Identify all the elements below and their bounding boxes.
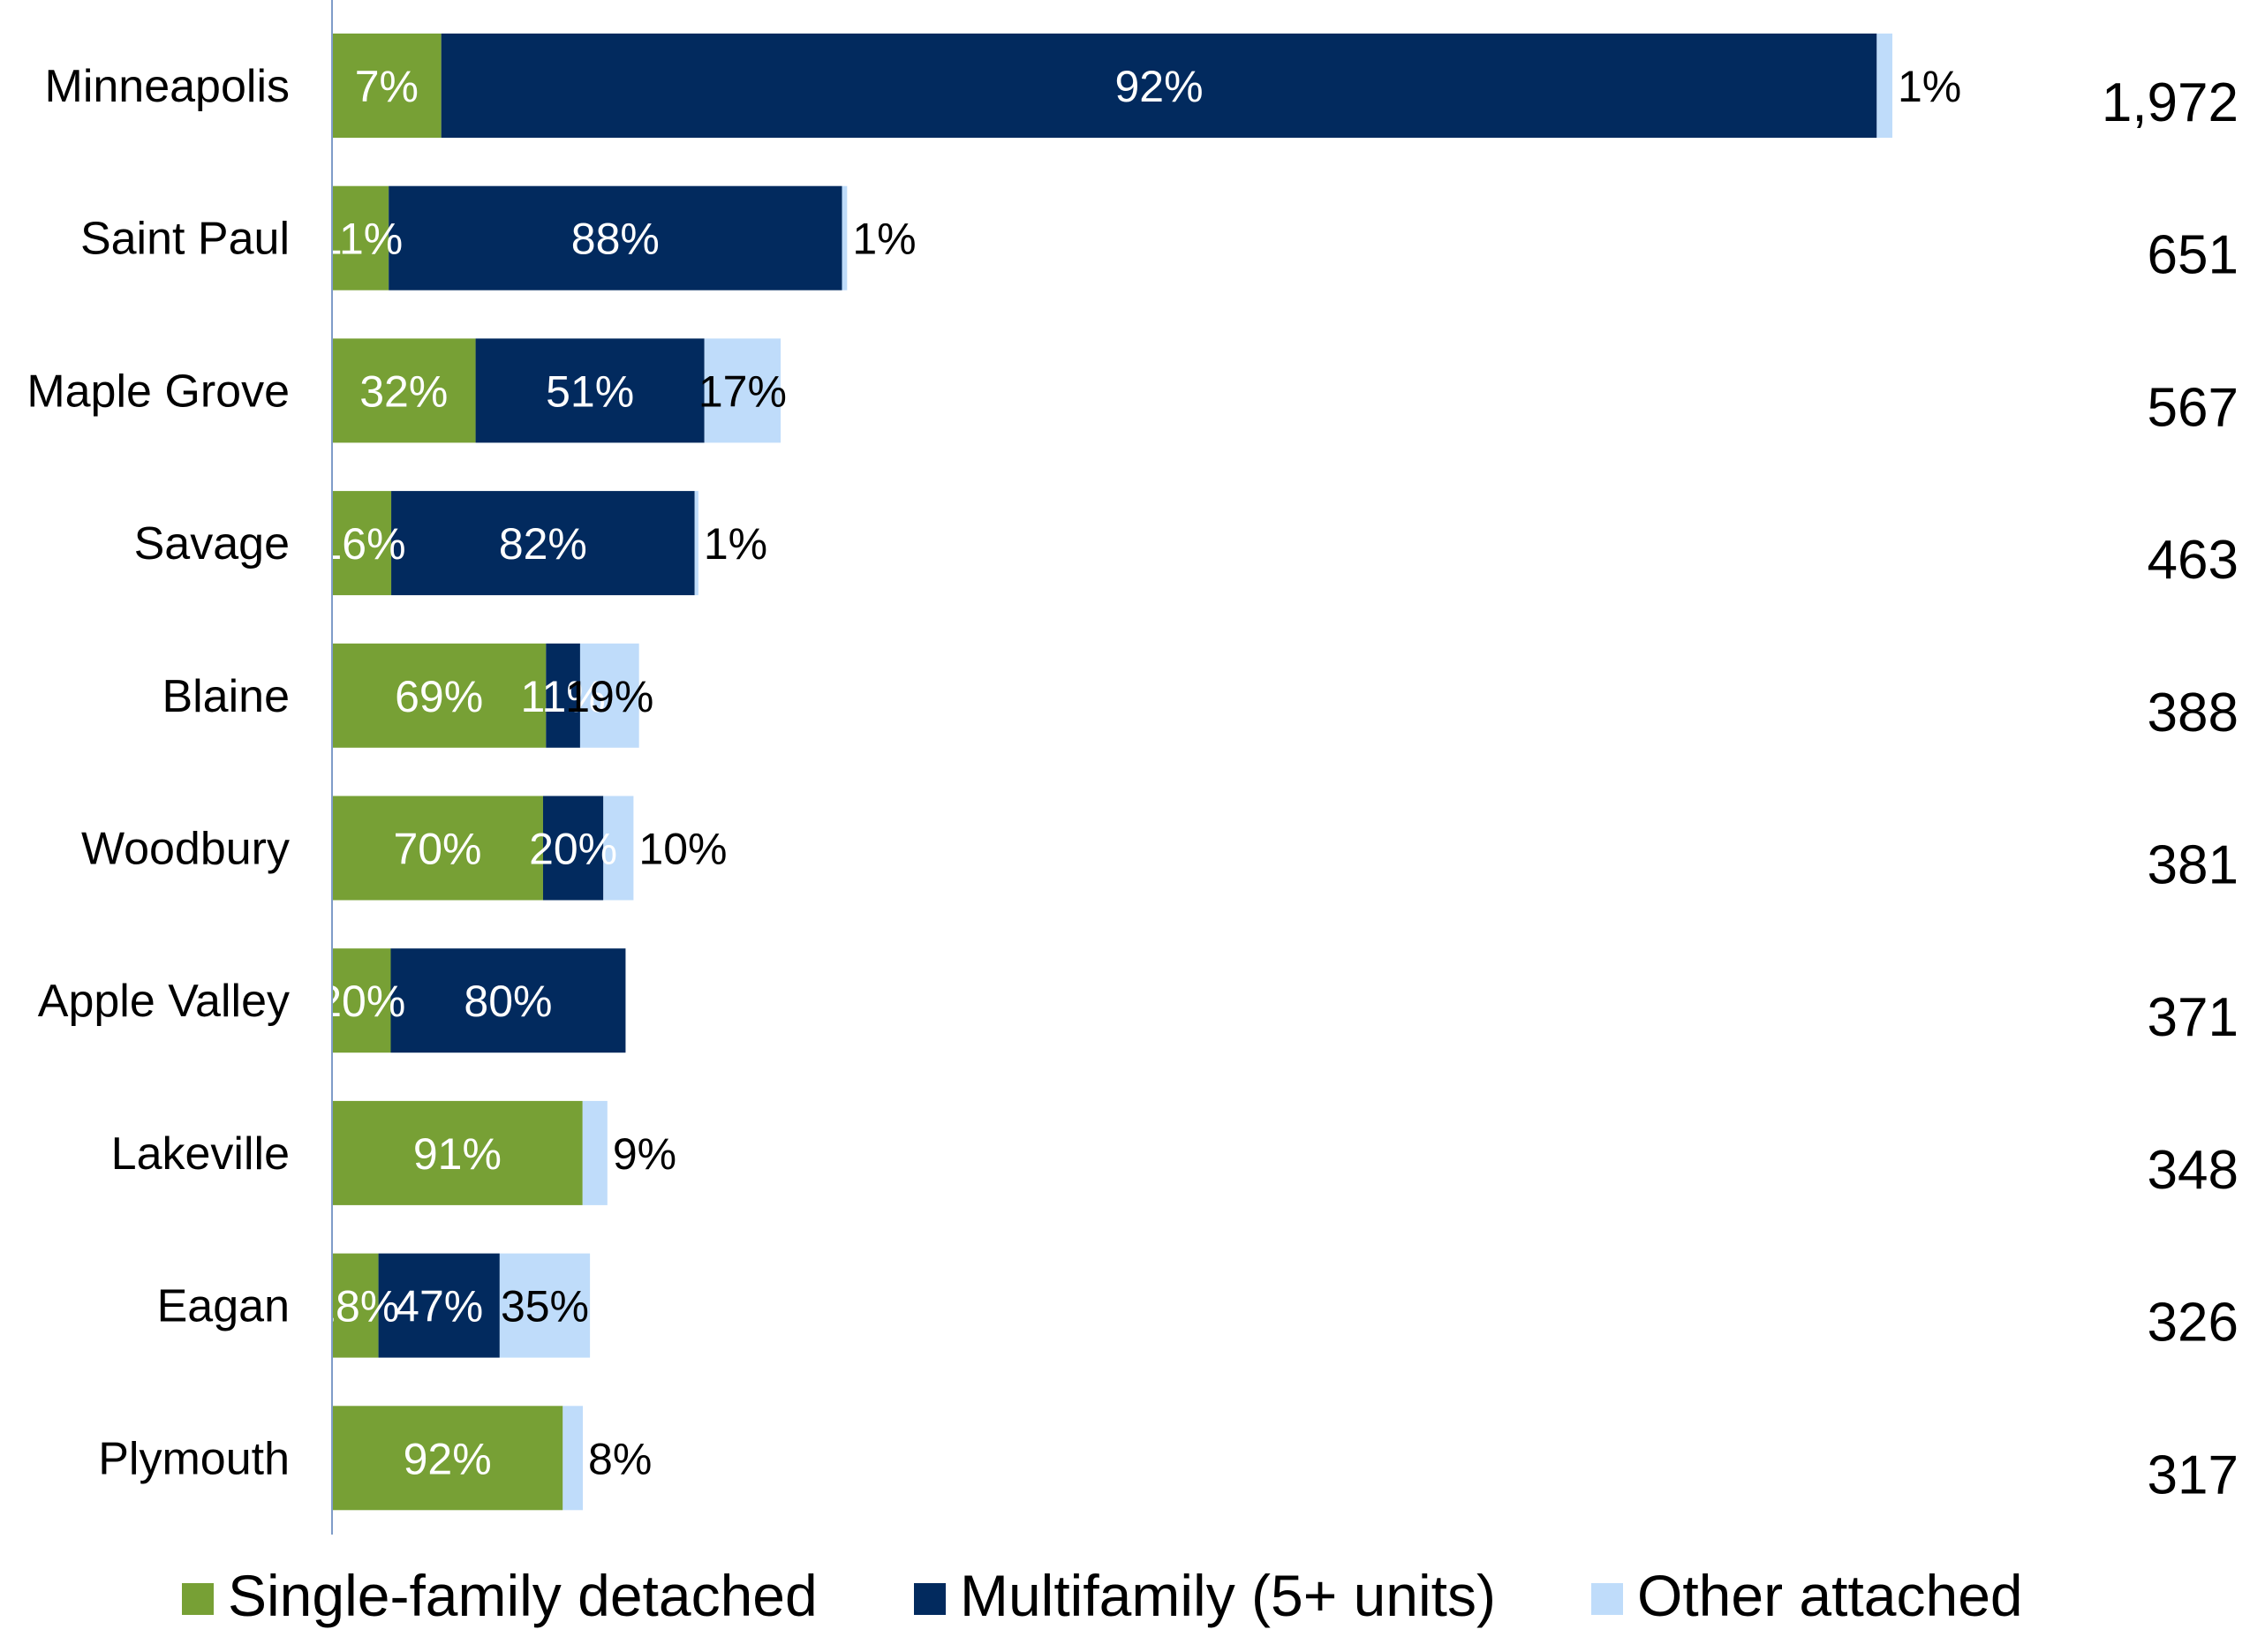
bar-segment — [441, 34, 1877, 138]
legend-label: Single-family detached — [228, 1563, 818, 1628]
total-label: 348 — [2148, 1140, 2239, 1201]
data-label: 80% — [464, 977, 552, 1026]
data-label: 88% — [571, 215, 660, 264]
data-label: 35% — [501, 1282, 589, 1331]
legend-swatch — [1591, 1583, 1623, 1615]
bar-segment — [389, 185, 842, 290]
category-label: Maple Grove — [26, 366, 290, 417]
category-label: Minneapolis — [45, 61, 291, 112]
bar-segment — [332, 948, 391, 1053]
bar-segment — [332, 1253, 379, 1358]
total-label: 388 — [2148, 683, 2239, 743]
total-label: 371 — [2148, 987, 2239, 1048]
bar-segment — [842, 185, 848, 290]
total-label: 317 — [2148, 1445, 2239, 1505]
legend-label: Multifamily (5+ units) — [960, 1563, 1496, 1628]
data-label: 11% — [318, 215, 403, 264]
data-label: 10% — [638, 825, 727, 874]
bar-segment — [582, 1100, 608, 1205]
total-label: 567 — [2148, 377, 2239, 438]
bar-segment — [332, 34, 442, 138]
data-label: 70% — [393, 825, 481, 874]
bar-segment — [332, 643, 547, 748]
bar-segment — [603, 796, 634, 901]
data-label: 19% — [565, 672, 653, 721]
total-label: 326 — [2148, 1293, 2239, 1354]
bar-segment — [332, 1406, 563, 1511]
bar-segment — [475, 338, 705, 443]
bar-segment — [332, 1100, 583, 1205]
legend-swatch — [182, 1583, 214, 1615]
legend-swatch — [914, 1583, 946, 1615]
bar-segment — [499, 1253, 591, 1358]
legend-label: Other attached — [1637, 1563, 2023, 1628]
data-label: 92% — [1114, 62, 1203, 111]
data-label: 8% — [588, 1434, 652, 1483]
category-label: Eagan — [157, 1281, 290, 1332]
bar-segment — [332, 338, 476, 443]
bar-segment — [694, 491, 698, 596]
data-label: 11% — [520, 672, 605, 721]
data-label: 82% — [499, 519, 587, 569]
category-label: Blaine — [162, 671, 290, 722]
data-label: 7% — [355, 62, 419, 111]
total-label: 381 — [2148, 835, 2239, 896]
data-label: 32% — [359, 366, 448, 416]
data-label: 17% — [698, 366, 787, 416]
data-label: 20% — [317, 977, 405, 1026]
data-label: 92% — [404, 1434, 492, 1483]
total-label: 463 — [2148, 530, 2239, 591]
bar-segment — [1876, 34, 1892, 138]
category-label: Lakeville — [111, 1128, 290, 1180]
data-label: 16% — [317, 519, 405, 569]
bar-segment — [546, 643, 580, 748]
bar-segment — [332, 491, 392, 596]
data-label: 18% — [311, 1282, 399, 1331]
bar-segment — [332, 796, 543, 901]
bar-segment — [390, 948, 626, 1053]
data-label: 1% — [852, 215, 916, 264]
category-label: Saint Paul — [80, 214, 290, 265]
bar-segment — [562, 1406, 584, 1511]
category-label: Savage — [134, 518, 290, 570]
data-label: 9% — [613, 1129, 676, 1179]
data-label: 1% — [1898, 62, 1961, 111]
data-label: 47% — [395, 1282, 483, 1331]
data-label: 20% — [529, 825, 617, 874]
category-label: Woodbury — [81, 824, 290, 875]
legend: Single-family detached Multifamily (5+ un… — [182, 1563, 2023, 1628]
bar-segment — [332, 185, 389, 290]
total-label: 651 — [2148, 225, 2239, 286]
bar-segment — [542, 796, 604, 901]
data-label: 51% — [546, 366, 634, 416]
labels-layer: Minneapolis 7% 92% 1% 1,972 Saint Paul 11% 88% 1… — [26, 61, 2239, 1505]
bar-segment — [391, 491, 695, 596]
category-label: Apple Valley — [38, 976, 290, 1027]
bar-segment — [579, 643, 639, 748]
bars-layer — [332, 34, 1892, 1511]
data-label: 1% — [704, 519, 767, 569]
bar-segment — [704, 338, 781, 443]
data-label: 69% — [395, 672, 483, 721]
bar-segment — [378, 1253, 500, 1358]
category-label: Plymouth — [98, 1433, 290, 1484]
total-label: 1,972 — [2102, 72, 2239, 133]
data-label: 91% — [413, 1129, 502, 1179]
